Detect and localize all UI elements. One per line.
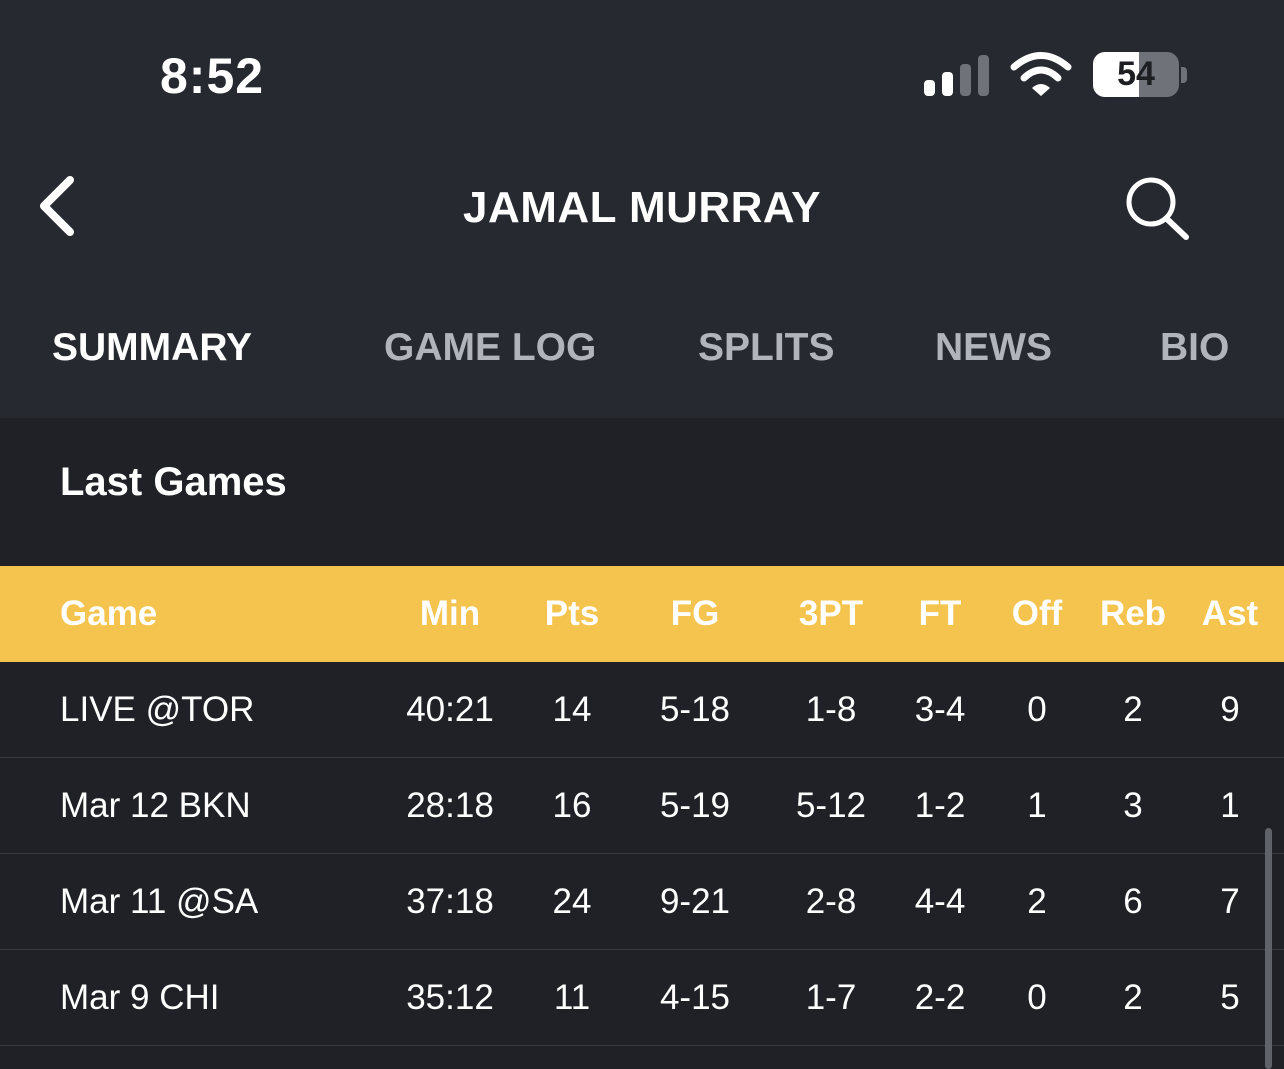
cell-game: Mar 12 BKN xyxy=(60,786,251,825)
cell-fg: 5-19 xyxy=(659,786,731,825)
cell-pts: 24 xyxy=(552,882,592,921)
cellular-signal-icon xyxy=(924,54,992,96)
column-header-pts: Pts xyxy=(544,594,600,633)
cell-fg: 9-21 xyxy=(659,882,731,921)
table-row[interactable]: Mar 9 CHI 35:12 11 4-15 1-7 2-2 0 2 5 xyxy=(0,950,1284,1046)
cell-min: 35:12 xyxy=(406,978,494,1017)
battery-nub xyxy=(1181,67,1187,83)
column-header-fg: FG xyxy=(670,594,720,633)
cell-ft: 2-2 xyxy=(914,978,966,1017)
cell-min: 40:21 xyxy=(406,690,494,729)
column-header-game: Game xyxy=(60,594,158,633)
wifi-icon xyxy=(1010,52,1072,96)
page-title: JAMAL MURRAY xyxy=(462,183,822,232)
cell-3pt: 1-7 xyxy=(805,978,857,1017)
cell-fg: 4-15 xyxy=(659,978,731,1017)
cell-reb: 6 xyxy=(1123,882,1143,921)
column-header-reb: Reb xyxy=(1099,594,1167,633)
column-header-min: Min xyxy=(419,594,481,633)
cell-game: LIVE @TOR xyxy=(60,690,255,729)
table-row[interactable]: Mar 11 @SA 37:18 24 9-21 2-8 4-4 2 6 7 xyxy=(0,854,1284,950)
cell-ast: 9 xyxy=(1220,690,1240,729)
tab-news[interactable]: NEWS xyxy=(935,326,1052,369)
battery-fill xyxy=(1093,52,1140,97)
status-time: 8:52 xyxy=(160,48,265,104)
cell-ast: 5 xyxy=(1220,978,1240,1017)
section-title: Last Games xyxy=(60,460,287,504)
cell-fg: 5-18 xyxy=(659,690,731,729)
tab-splits[interactable]: SPLITS xyxy=(698,326,835,369)
cell-pts: 16 xyxy=(552,786,592,825)
column-header-ast: Ast xyxy=(1201,594,1259,633)
cell-off: 0 xyxy=(1027,978,1047,1017)
cell-min: 28:18 xyxy=(406,786,494,825)
cell-3pt: 5-12 xyxy=(795,786,867,825)
top-bar: 8:52 54 JAMAL MURRAY SUMMARY GAME LOG SP… xyxy=(0,0,1284,418)
cell-off: 0 xyxy=(1027,690,1047,729)
cell-3pt: 1-8 xyxy=(805,690,857,729)
cell-pts: 14 xyxy=(552,690,592,729)
cell-ast: 7 xyxy=(1220,882,1240,921)
cell-game: Mar 11 @SA xyxy=(60,882,259,921)
tab-game-log[interactable]: GAME LOG xyxy=(384,326,597,369)
back-button[interactable] xyxy=(30,170,90,242)
cell-ft: 1-2 xyxy=(914,786,966,825)
cell-ast: 1 xyxy=(1220,786,1240,825)
scrollbar[interactable] xyxy=(1265,828,1272,1069)
table-row[interactable]: LIVE @TOR 40:21 14 5-18 1-8 3-4 0 2 9 xyxy=(0,662,1284,758)
battery-percent: 54 xyxy=(1117,55,1155,93)
search-icon xyxy=(1126,177,1189,240)
column-header-off: Off xyxy=(1011,594,1063,633)
cell-reb: 2 xyxy=(1123,978,1143,1017)
tab-bio[interactable]: BIO xyxy=(1160,326,1230,369)
cell-off: 1 xyxy=(1027,786,1047,825)
chevron-left-icon xyxy=(40,176,74,236)
tab-summary[interactable]: SUMMARY xyxy=(52,326,253,369)
cell-game: Mar 9 CHI xyxy=(60,978,220,1017)
cell-reb: 3 xyxy=(1123,786,1143,825)
cell-ft: 3-4 xyxy=(914,690,966,729)
cell-3pt: 2-8 xyxy=(805,882,857,921)
cell-min: 37:18 xyxy=(406,882,494,921)
cell-ft: 4-4 xyxy=(914,882,966,921)
table-row[interactable]: Mar 12 BKN 28:18 16 5-19 5-12 1-2 1 3 1 xyxy=(0,758,1284,854)
cell-reb: 2 xyxy=(1123,690,1143,729)
battery-icon: 54 xyxy=(1093,52,1179,97)
column-header-ft: FT xyxy=(918,594,962,633)
column-header-3pt: 3PT xyxy=(798,594,864,633)
cell-off: 2 xyxy=(1027,882,1047,921)
search-button[interactable] xyxy=(1118,168,1198,248)
table-header: Game Min Pts FG 3PT FT Off Reb Ast xyxy=(0,566,1284,662)
cell-pts: 11 xyxy=(553,978,591,1017)
